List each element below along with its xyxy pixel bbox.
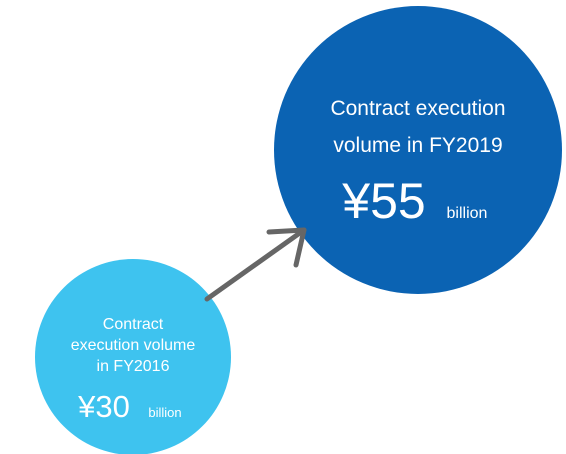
amount: ¥30 (77, 389, 130, 424)
label-line: Contract (103, 316, 164, 333)
amount: ¥55 (341, 173, 425, 229)
unit: billion (447, 205, 488, 222)
arrow-shaft (204, 227, 307, 302)
arrow (204, 227, 307, 302)
label-line: Contract execution (330, 97, 505, 120)
unit: billion (148, 405, 181, 420)
small-circle (35, 259, 231, 454)
label-line: execution volume (71, 337, 196, 354)
large-circle (274, 6, 562, 294)
label-line: in FY2016 (97, 358, 170, 375)
arrow-head (266, 227, 307, 268)
label-line: volume in FY2019 (333, 134, 502, 157)
